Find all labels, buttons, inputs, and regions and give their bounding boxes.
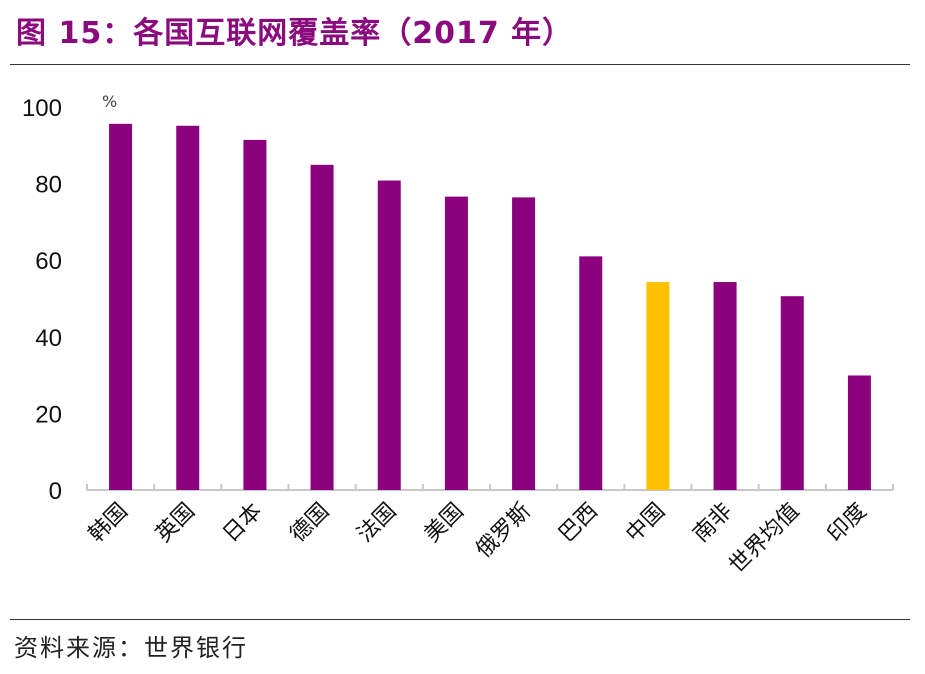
bar-0 (109, 123, 133, 491)
x-tick-label: 印度 (823, 499, 872, 548)
chart-title: 图 15：各国互联网覆盖率（2017 年） (16, 16, 574, 51)
bar-1 (176, 125, 200, 490)
y-tick-label: 40 (35, 325, 62, 352)
y-tick-label: 80 (35, 172, 62, 199)
bar-7 (579, 256, 603, 490)
x-tick-label: 美国 (420, 499, 469, 548)
x-tick-label: 日本 (218, 499, 267, 548)
x-tick-label: 世界均值 (725, 499, 805, 579)
bar-8 (646, 282, 670, 490)
y-tick-label: 100 (22, 95, 62, 122)
bar-9 (713, 282, 737, 490)
x-tick-label: 法国 (353, 499, 402, 548)
bar-3 (310, 164, 334, 490)
y-tick-label: 60 (35, 248, 62, 275)
bar-4 (377, 180, 401, 490)
bar-2 (243, 139, 267, 491)
title-divider (10, 64, 910, 65)
source-note: 资料来源：世界银行 (14, 634, 248, 662)
y-tick-label: 20 (35, 401, 62, 428)
bar-5 (444, 196, 468, 490)
bar-11 (847, 375, 871, 490)
x-tick-label: 韩国 (84, 499, 133, 548)
x-tick-label: 英国 (151, 499, 200, 548)
x-tick-label: 南非 (689, 499, 738, 548)
x-tick-label: 俄罗斯 (471, 499, 535, 563)
x-tick-label: 德国 (286, 499, 335, 548)
x-tick-label: 巴西 (554, 499, 603, 548)
bar-6 (512, 197, 536, 490)
y-tick-label: 0 (49, 478, 62, 505)
source-divider (10, 619, 910, 620)
x-tick-label: 中国 (621, 499, 670, 548)
bar-10 (780, 296, 804, 490)
unit-label: % (102, 92, 117, 111)
